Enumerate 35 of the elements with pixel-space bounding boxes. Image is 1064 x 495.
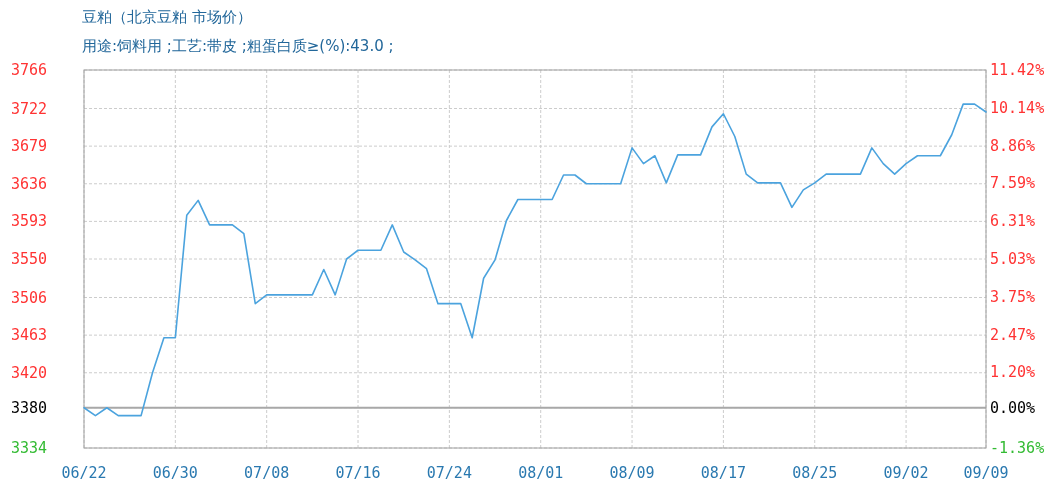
x-tick-label: 08/09 — [609, 464, 655, 482]
y2-tick-label: 11.42% — [990, 61, 1045, 79]
chart-subtitle: 用途:饲料用 ;工艺:带皮 ;粗蛋白质≥(%):43.0 ; — [82, 37, 394, 55]
y2-tick-label: 0.00% — [990, 398, 1036, 417]
y2-tick-label: 5.03% — [990, 250, 1036, 268]
y2-tick-label: 2.47% — [990, 325, 1036, 344]
y2-tick-label: 8.86% — [990, 136, 1036, 155]
y2-tick-label: 10.14% — [990, 98, 1045, 117]
x-tick-label: 07/24 — [426, 464, 472, 482]
y2-tick-label: 7.59% — [990, 174, 1036, 193]
x-tick-label: 07/08 — [244, 464, 290, 482]
y-tick-label: 3334 — [10, 439, 47, 457]
x-tick-label: 08/17 — [700, 464, 746, 482]
y2-tick-label: 1.20% — [990, 363, 1036, 382]
y2-tick-label: 3.75% — [990, 287, 1036, 306]
x-tick-label: 07/16 — [335, 464, 381, 482]
x-tick-label: 08/01 — [518, 464, 564, 482]
x-tick-label: 09/02 — [883, 464, 929, 482]
y-tick-label: 3679 — [10, 137, 47, 156]
y-tick-label: 3593 — [10, 212, 47, 231]
chart-title: 豆粕（北京豆粕 市场价） — [82, 8, 252, 26]
x-tick-label: 08/25 — [792, 464, 838, 482]
y2-tick-label: 6.31% — [990, 212, 1036, 231]
y2-tick-label: -1.36% — [990, 439, 1045, 457]
x-tick-label: 09/09 — [963, 464, 1009, 482]
y-tick-label: 3636 — [10, 174, 47, 193]
y-tick-label: 3380 — [10, 398, 47, 417]
y-tick-label: 3722 — [10, 99, 47, 118]
y-tick-label: 3766 — [10, 61, 47, 79]
x-tick-label: 06/30 — [152, 464, 198, 482]
y-tick-label: 3420 — [10, 363, 47, 382]
y-tick-label: 3463 — [10, 326, 47, 345]
y-tick-label: 3506 — [10, 288, 47, 307]
y-tick-label: 3550 — [10, 250, 47, 268]
x-tick-label: 06/22 — [61, 464, 107, 482]
